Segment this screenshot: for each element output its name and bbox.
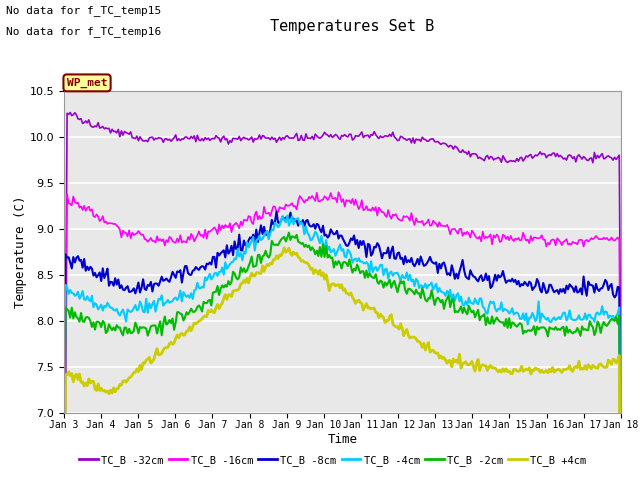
- TC_B -32cm: [228, 139, 236, 145]
- TC_B -32cm: [130, 135, 138, 141]
- TC_B -16cm: [303, 197, 311, 203]
- TC_B +4cm: [244, 280, 252, 286]
- Line: TC_B -2cm: TC_B -2cm: [64, 233, 621, 480]
- TC_B -8cm: [129, 288, 136, 294]
- X-axis label: Time: Time: [328, 433, 357, 446]
- TC_B -2cm: [254, 252, 262, 258]
- TC_B -2cm: [305, 242, 313, 248]
- TC_B -32cm: [255, 132, 263, 138]
- TC_B -2cm: [588, 322, 595, 328]
- TC_B +4cm: [129, 372, 136, 378]
- TC_B -2cm: [244, 264, 252, 269]
- TC_B -8cm: [588, 282, 595, 288]
- Line: TC_B -32cm: TC_B -32cm: [64, 112, 621, 480]
- TC_B -2cm: [129, 330, 136, 336]
- TC_B -4cm: [129, 308, 136, 313]
- TC_B -16cm: [254, 216, 262, 222]
- Text: No data for f_TC_temp16: No data for f_TC_temp16: [6, 26, 162, 37]
- TC_B +4cm: [280, 245, 288, 251]
- TC_B -2cm: [226, 282, 234, 288]
- TC_B -32cm: [617, 378, 625, 384]
- TC_B -32cm: [588, 155, 595, 161]
- TC_B -16cm: [617, 435, 625, 441]
- TC_B -16cm: [226, 220, 234, 226]
- TC_B -16cm: [588, 235, 595, 241]
- TC_B +4cm: [305, 263, 313, 268]
- Text: Temperatures Set B: Temperatures Set B: [270, 19, 434, 34]
- TC_B -16cm: [129, 230, 136, 236]
- TC_B -4cm: [284, 213, 291, 218]
- Text: WP_met: WP_met: [67, 78, 108, 88]
- TC_B -8cm: [244, 238, 252, 243]
- Line: TC_B +4cm: TC_B +4cm: [64, 248, 621, 480]
- TC_B -32cm: [305, 135, 313, 141]
- Legend: TC_B -32cm, TC_B -16cm, TC_B -8cm, TC_B -4cm, TC_B -2cm, TC_B +4cm: TC_B -32cm, TC_B -16cm, TC_B -8cm, TC_B …: [75, 451, 591, 470]
- TC_B -2cm: [285, 230, 292, 236]
- TC_B -4cm: [305, 232, 313, 238]
- Line: TC_B -8cm: TC_B -8cm: [64, 212, 621, 480]
- TC_B -4cm: [244, 245, 252, 251]
- TC_B -8cm: [226, 248, 234, 254]
- TC_B -16cm: [335, 190, 342, 195]
- Line: TC_B -4cm: TC_B -4cm: [64, 216, 621, 480]
- TC_B -16cm: [244, 213, 252, 219]
- Line: TC_B -16cm: TC_B -16cm: [64, 192, 621, 480]
- TC_B +4cm: [254, 270, 262, 276]
- TC_B -32cm: [246, 136, 254, 142]
- TC_B -8cm: [254, 239, 262, 245]
- TC_B -8cm: [305, 222, 313, 228]
- TC_B +4cm: [226, 292, 234, 298]
- TC_B -4cm: [254, 236, 262, 242]
- TC_B -4cm: [588, 315, 595, 321]
- TC_B +4cm: [588, 366, 595, 372]
- TC_B -8cm: [273, 209, 280, 215]
- Y-axis label: Temperature (C): Temperature (C): [14, 196, 27, 308]
- TC_B -32cm: [67, 109, 74, 115]
- TC_B -4cm: [226, 262, 234, 267]
- Text: No data for f_TC_temp15: No data for f_TC_temp15: [6, 5, 162, 16]
